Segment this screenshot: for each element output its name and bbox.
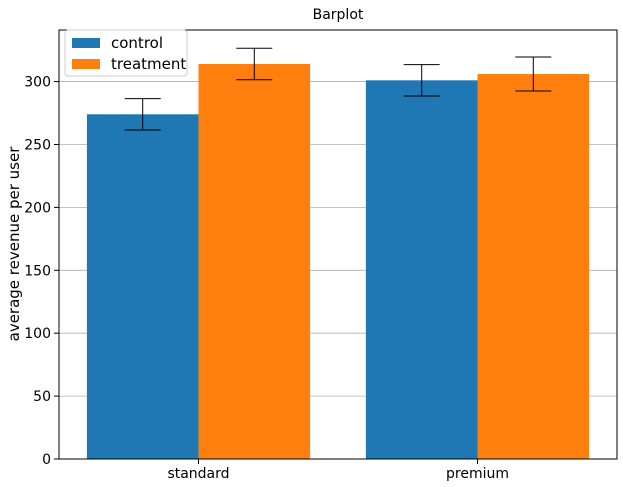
y-tick-label: 150 [24,263,51,279]
y-axis-ticks: 0 50 100 150 200 250 300 [24,75,59,468]
bar-control-premium [365,80,478,460]
y-tick-label: 50 [33,389,51,405]
x-tick-label-premium: premium [446,466,509,482]
y-axis-label: average revenue per user [5,146,23,342]
chart-title: Barplot [313,7,364,23]
bar-control-standard [86,114,199,460]
bar-treatment-premium [477,74,590,459]
y-tick-label: 0 [42,452,51,468]
y-tick-label: 300 [24,75,51,91]
bar-treatment-standard [198,63,311,459]
y-tick-label: 100 [24,326,51,342]
legend-label-control: control [111,34,163,52]
x-axis-ticks: standard premium [167,459,509,482]
y-tick-label: 200 [24,200,51,216]
legend: control treatment [64,29,188,77]
x-tick-label-standard: standard [167,466,229,482]
legend-label-treatment: treatment [111,55,186,73]
plot-frame [58,29,618,460]
bars [86,63,590,460]
error-bars [124,47,552,131]
legend-swatch-control [72,38,100,48]
legend-swatch-treatment [72,59,100,69]
y-tick-label: 250 [24,137,51,153]
